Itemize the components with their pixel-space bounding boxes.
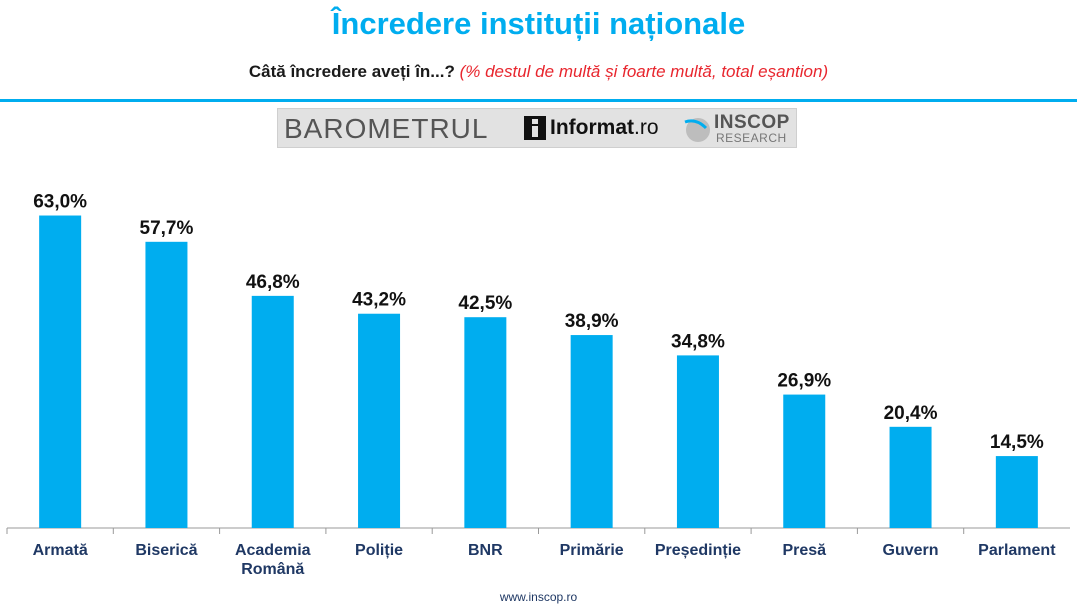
data-label: 34,8% xyxy=(671,331,725,352)
barometru-logo: BAROMETRUL xyxy=(284,113,489,144)
bar xyxy=(995,456,1038,528)
footer-url: www.inscop.ro xyxy=(499,590,578,604)
inscop-mark-icon xyxy=(684,118,710,142)
bar xyxy=(570,335,613,528)
data-label: 20,4% xyxy=(884,403,938,424)
informat-logo: Informat.ro xyxy=(550,116,659,139)
data-label: 57,7% xyxy=(140,218,194,239)
data-label: 38,9% xyxy=(565,311,619,332)
category-label: Poliție xyxy=(355,542,403,559)
category-label: Română xyxy=(241,561,304,578)
category-label: Primărie xyxy=(560,542,624,559)
data-label: 43,2% xyxy=(352,290,406,311)
bar xyxy=(251,295,294,528)
category-label: Presă xyxy=(782,542,826,559)
category-label: BNR xyxy=(468,542,503,559)
category-label: Președinție xyxy=(655,542,741,559)
logo-banner: BAROMETRUL Informat.ro INSCOP RESEARCH xyxy=(277,108,797,148)
chart-title: Încredere instituții naționale xyxy=(331,6,746,41)
chart-subtitle: Câtă încredere aveți în...? (% destul de… xyxy=(0,62,1077,82)
bar xyxy=(464,317,507,528)
data-label: 14,5% xyxy=(990,432,1044,453)
bar xyxy=(145,241,188,529)
category-label: Guvern xyxy=(883,542,939,559)
bar xyxy=(676,355,719,528)
informat-icon xyxy=(524,116,546,140)
header-divider xyxy=(0,99,1077,102)
category-label: Armată xyxy=(33,542,88,559)
category-label: Academia xyxy=(235,542,311,559)
survey-question: Câtă încredere aveți în...? xyxy=(248,62,455,81)
survey-note: (% destul de multă și foarte multă, tota… xyxy=(459,62,829,81)
inscop-logo: INSCOP xyxy=(714,112,790,133)
data-label: 46,8% xyxy=(246,272,300,293)
category-label: Biserică xyxy=(135,542,197,559)
bar xyxy=(358,313,401,528)
data-label: 42,5% xyxy=(458,293,512,314)
category-label: Parlament xyxy=(978,542,1056,559)
data-label: 63,0% xyxy=(33,192,87,213)
bar xyxy=(39,215,82,528)
bar xyxy=(783,394,826,528)
bar xyxy=(889,426,932,528)
inscop-subtitle: RESEARCH xyxy=(716,131,787,145)
data-label: 26,9% xyxy=(777,371,831,392)
bar-chart: 63,0% Armată 57,7% Biserică 46,8% Academia Rom… xyxy=(6,192,1070,578)
